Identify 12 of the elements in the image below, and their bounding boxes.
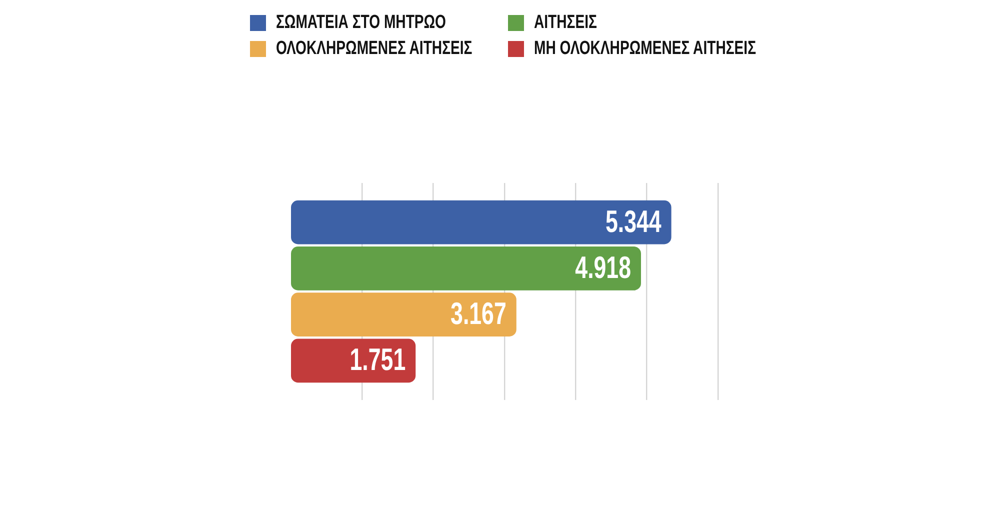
legend-label: ΜΗ ΟΛΟΚΛΗΡΩΜΕΝΕΣ ΑΙΤΗΣΕΙΣ xyxy=(534,38,756,60)
bar xyxy=(291,246,641,290)
bar xyxy=(291,292,516,336)
bar xyxy=(291,338,416,383)
bar xyxy=(291,200,672,244)
legend-label: ΟΛΟΚΛΗΡΩΜΕΝΕΣ ΑΙΤΗΣΕΙΣ xyxy=(276,38,472,60)
data-label: 4.918 xyxy=(575,250,631,285)
data-label: 3.167 xyxy=(450,296,506,331)
legend-label: ΣΩΜΑΤΕΙΑ ΣΤΟ ΜΗΤΡΩΟ xyxy=(276,12,446,34)
legend-label: ΑΙΤΗΣΕΙΣ xyxy=(534,12,597,34)
data-label: 1.751 xyxy=(350,342,406,378)
data-label: 5.344 xyxy=(605,204,662,239)
